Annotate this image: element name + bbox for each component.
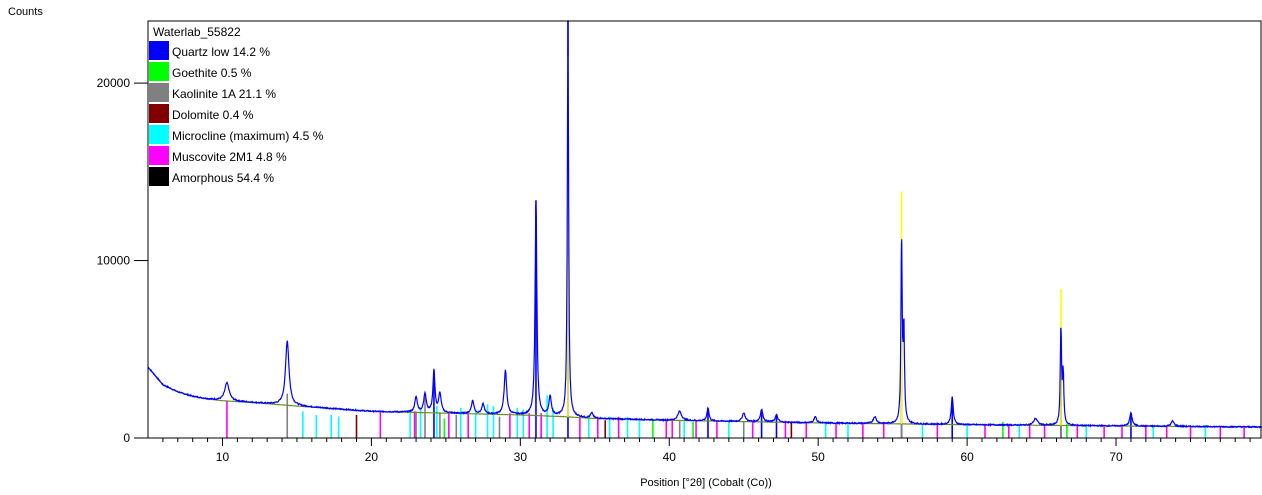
- x-tick-label-20: 20: [365, 450, 379, 464]
- legend-swatch-2: [149, 83, 169, 102]
- reference-sticks: [226, 21, 1245, 438]
- y-tick-label-0: 0: [123, 431, 130, 445]
- axes: 10 20 30 40 50 60 70 0 10000 20000: [97, 20, 1262, 464]
- legend-label-2: Kaolinite 1A 21.1 %: [172, 87, 276, 101]
- legend-label-1: Goethite 0.5 %: [172, 66, 252, 80]
- x-tick-label-10: 10: [216, 450, 230, 464]
- legend-swatch-3: [149, 104, 169, 123]
- legend-label-3: Dolomite 0.4 %: [172, 108, 254, 122]
- x-tick-label-70: 70: [1109, 450, 1123, 464]
- legend-title: Waterlab_55822: [153, 25, 241, 39]
- legend-swatch-4: [149, 125, 169, 144]
- x-axis-title: Position [°2θ] (Cobalt (Co)): [640, 477, 772, 489]
- y-tick-label-10000: 10000: [97, 254, 131, 268]
- pattern-layer: [147, 20, 1262, 429]
- legend-swatch-1: [149, 62, 169, 81]
- x-tick-label-40: 40: [663, 450, 677, 464]
- legend-label-0: Quartz low 14.2 %: [172, 45, 270, 59]
- plot-frame: [147, 20, 1262, 439]
- x-tick-label-50: 50: [812, 450, 826, 464]
- x-tick-label-30: 30: [514, 450, 528, 464]
- observed-pattern: [147, 20, 1262, 429]
- legend-swatch-0: [149, 41, 169, 60]
- legend-label-4: Microcline (maximum) 4.5 %: [172, 129, 324, 143]
- legend-swatch-5: [149, 146, 169, 165]
- y-axis-title: Counts: [8, 6, 43, 18]
- legend-swatch-6: [149, 167, 169, 186]
- legend-label-5: Muscovite 2M1 4.8 %: [172, 150, 287, 164]
- legend: Waterlab_55822 Quartz low 14.2 % Goethite…: [149, 25, 324, 186]
- legend-label-6: Amorphous 54.4 %: [172, 171, 274, 185]
- x-tick-label-60: 60: [960, 450, 974, 464]
- y-tick-label-20000: 20000: [97, 76, 131, 90]
